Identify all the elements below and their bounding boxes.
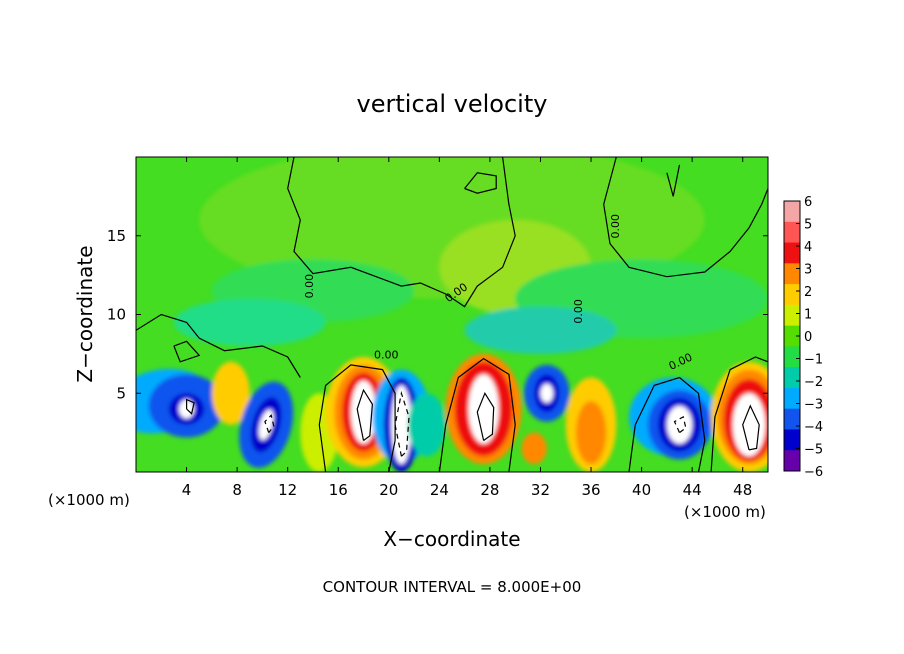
colorbar-swatch [784, 450, 800, 472]
contour-line [394, 390, 410, 457]
x-unit-left: (×1000 m) [48, 491, 130, 509]
colorbar-tick-label: −1 [804, 353, 823, 368]
colorbar-tick-label: 0 [804, 330, 812, 345]
contour-interval-note: CONTOUR INTERVAL = 8.000E+00 [323, 578, 582, 596]
x-tick-label: 4 [182, 481, 192, 499]
colorbar-swatch [784, 367, 800, 389]
colorbar-tick-label: −2 [804, 375, 823, 390]
field-region [521, 432, 547, 465]
contour-label: 0.00 [374, 349, 399, 362]
contour-line [264, 414, 275, 433]
colorbar-tick-label: 4 [804, 240, 812, 255]
contour-line [136, 313, 301, 378]
colorbar: 6 5 4 3 2 1 0 −1 −2 −3 −4 −5 −6 [783, 195, 823, 480]
contour-line [356, 388, 374, 441]
x-tick-label: 36 [581, 481, 600, 499]
x-tick-label: 32 [531, 481, 550, 499]
x-unit-right: (×1000 m) [684, 503, 766, 521]
colorbar-swatch [784, 221, 800, 244]
colorbar-swatch [784, 429, 800, 451]
colorbar-tick-label: −5 [804, 443, 823, 458]
x-tick-label: 48 [733, 481, 752, 499]
colorbar-swatch [784, 387, 800, 410]
contour-line [673, 416, 687, 434]
colorbar-swatch [784, 242, 800, 264]
colorbar-tick-label: 3 [804, 263, 812, 278]
colorbar-tick-label: 1 [804, 308, 812, 323]
x-tick-label: 40 [632, 481, 651, 499]
field-region [173, 298, 326, 346]
contour-label: 0.00 [303, 274, 316, 299]
colorbar-swatch [784, 325, 800, 347]
colorbar-tick-label: −6 [804, 465, 823, 480]
contour-label: 0.00 [609, 214, 622, 239]
contour-label: 0.00 [572, 299, 585, 324]
field-region [575, 401, 607, 465]
x-axis-label: X−coordinate [383, 527, 520, 551]
contour-line [318, 364, 396, 472]
contour-line [666, 164, 681, 197]
colorbar-swatch [784, 346, 800, 368]
field-region [468, 374, 499, 444]
contour-line [603, 157, 768, 278]
y-tick-label: 15 [107, 227, 126, 245]
colorbar-tick-label: 2 [804, 285, 812, 300]
x-tick-label: 12 [278, 481, 297, 499]
colorbar-tick-label: −3 [804, 398, 823, 413]
y-axis-label: Z−coordinate [73, 245, 97, 382]
field-region [540, 383, 554, 403]
field-region [732, 393, 766, 457]
x-tick-label: 8 [232, 481, 242, 499]
y-tick-label: 5 [116, 384, 126, 402]
field-region [464, 306, 617, 354]
field-region [350, 380, 377, 444]
heatmap-field: 0.00 0.000.000.000.000.00 [136, 157, 768, 472]
field-region [666, 405, 693, 444]
colorbar-swatch [784, 408, 800, 430]
colorbar-swatch [784, 304, 800, 327]
colorbar-swatch [784, 263, 800, 285]
contour-line [464, 172, 497, 194]
x-tick-label: 20 [379, 481, 398, 499]
x-tick-label: 28 [480, 481, 499, 499]
colorbar-tick-label: 5 [804, 218, 812, 233]
contour-line [628, 376, 706, 472]
contour-line [438, 357, 516, 472]
contour-line [742, 404, 760, 451]
contour-line [173, 340, 201, 363]
colorbar-swatch [784, 284, 800, 306]
x-tick-label: 16 [329, 481, 348, 499]
contour-line [476, 391, 495, 441]
colorbar-tick-label: 6 [804, 195, 812, 210]
colorbar-tick-label: −4 [804, 420, 823, 435]
field-region [211, 361, 250, 425]
contour-line [710, 356, 768, 472]
colorbar-swatch [784, 201, 800, 223]
field-region [407, 393, 446, 457]
contour-line [186, 398, 195, 415]
field-region [391, 385, 412, 465]
y-tick-label: 10 [107, 306, 126, 324]
x-tick-label: 44 [683, 481, 702, 499]
chart-title: vertical velocity [357, 90, 548, 118]
contour-line [287, 157, 516, 308]
x-tick-label: 24 [430, 481, 449, 499]
